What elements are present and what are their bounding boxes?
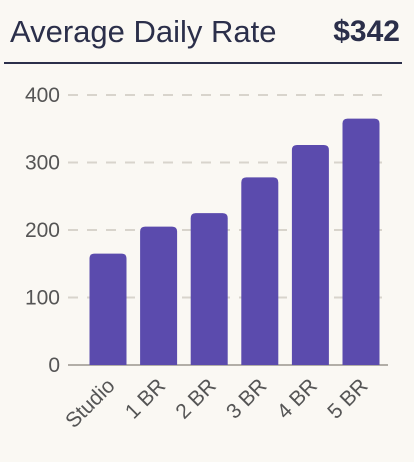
y-tick-label: 200 [25, 219, 60, 242]
x-axis-ticks: Studio 1 BR 2 BR 3 BR 4 BR 5 BR [61, 374, 372, 432]
bar-5-br [342, 118, 380, 365]
y-tick-label: 300 [25, 152, 60, 175]
x-tick-label: 3 BR [222, 374, 271, 423]
x-tick-label: Studio [61, 374, 119, 432]
y-tick-label: 400 [25, 84, 60, 107]
average-rate-value: $342 [333, 15, 400, 48]
x-tick-label: 1 BR [121, 374, 170, 423]
x-tick-label: 5 BR [323, 374, 372, 423]
bar-2-br [190, 213, 228, 365]
x-tick-label: 4 BR [273, 374, 322, 423]
y-tick-label: 0 [48, 354, 60, 377]
bars [89, 118, 380, 365]
bar-4-br [291, 144, 329, 365]
x-tick-label: 2 BR [171, 374, 220, 423]
bar-1-br [140, 226, 178, 365]
chart-title: Average Daily Rate [10, 14, 277, 49]
card-header: Average Daily Rate $342 [4, 0, 402, 64]
y-axis-ticks: 0 100 200 300 400 [25, 84, 60, 377]
bar-studio [89, 253, 127, 365]
bar-3-br [241, 177, 279, 365]
y-tick-label: 100 [25, 287, 60, 310]
